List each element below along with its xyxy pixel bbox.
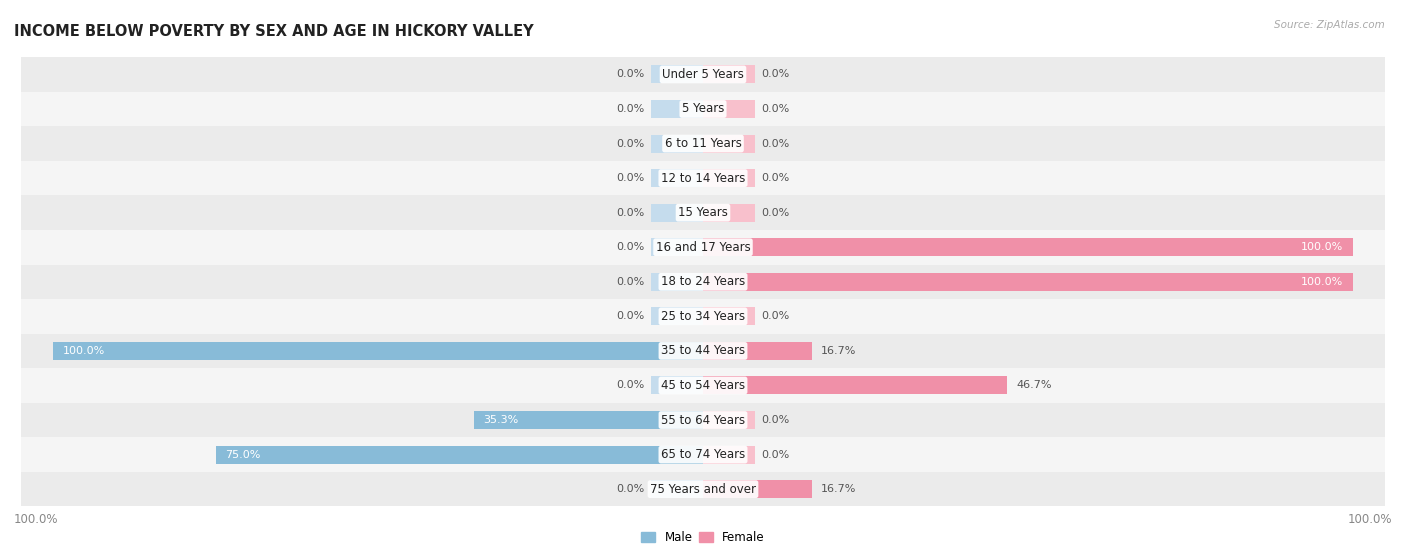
Text: 0.0%: 0.0% bbox=[616, 277, 644, 287]
Text: 0.0%: 0.0% bbox=[762, 69, 790, 79]
Text: 0.0%: 0.0% bbox=[762, 450, 790, 460]
Bar bbox=[474, 411, 703, 429]
Bar bbox=[651, 204, 703, 222]
Bar bbox=[21, 57, 1385, 92]
Bar bbox=[651, 134, 703, 152]
Bar bbox=[651, 273, 703, 291]
Bar bbox=[703, 446, 755, 464]
Bar bbox=[703, 480, 811, 498]
Bar bbox=[651, 480, 703, 498]
Text: 0.0%: 0.0% bbox=[762, 138, 790, 148]
Bar bbox=[703, 204, 755, 222]
Bar bbox=[21, 126, 1385, 161]
Text: 0.0%: 0.0% bbox=[762, 173, 790, 183]
Text: 16.7%: 16.7% bbox=[821, 484, 856, 494]
Bar bbox=[651, 238, 703, 256]
Text: 100.0%: 100.0% bbox=[14, 513, 59, 526]
Text: 75 Years and over: 75 Years and over bbox=[650, 483, 756, 496]
Bar bbox=[53, 342, 703, 360]
Text: 0.0%: 0.0% bbox=[616, 173, 644, 183]
Text: 35 to 44 Years: 35 to 44 Years bbox=[661, 344, 745, 358]
Bar bbox=[703, 307, 755, 325]
Text: 5 Years: 5 Years bbox=[682, 103, 724, 116]
Bar bbox=[703, 238, 1353, 256]
Text: 0.0%: 0.0% bbox=[616, 104, 644, 114]
Text: 15 Years: 15 Years bbox=[678, 206, 728, 219]
Bar bbox=[703, 169, 755, 187]
Bar bbox=[703, 342, 811, 360]
Bar bbox=[21, 437, 1385, 472]
Bar bbox=[21, 92, 1385, 126]
Bar bbox=[215, 446, 703, 464]
Text: 25 to 34 Years: 25 to 34 Years bbox=[661, 310, 745, 323]
Text: 0.0%: 0.0% bbox=[616, 484, 644, 494]
Bar bbox=[21, 299, 1385, 334]
Bar bbox=[703, 65, 755, 83]
Bar bbox=[21, 230, 1385, 264]
Bar bbox=[651, 169, 703, 187]
Bar bbox=[651, 100, 703, 118]
Text: 0.0%: 0.0% bbox=[616, 208, 644, 218]
Text: 0.0%: 0.0% bbox=[616, 381, 644, 391]
Bar bbox=[703, 273, 1353, 291]
Text: 0.0%: 0.0% bbox=[616, 242, 644, 252]
Text: 0.0%: 0.0% bbox=[616, 311, 644, 321]
Text: 16.7%: 16.7% bbox=[821, 346, 856, 356]
Text: 46.7%: 46.7% bbox=[1017, 381, 1052, 391]
Text: 16 and 17 Years: 16 and 17 Years bbox=[655, 240, 751, 254]
Bar bbox=[651, 377, 703, 395]
Bar bbox=[21, 334, 1385, 368]
Text: 75.0%: 75.0% bbox=[225, 450, 260, 460]
Text: 0.0%: 0.0% bbox=[616, 69, 644, 79]
Text: 6 to 11 Years: 6 to 11 Years bbox=[665, 137, 741, 150]
Legend: Male, Female: Male, Female bbox=[637, 527, 769, 549]
Text: 12 to 14 Years: 12 to 14 Years bbox=[661, 172, 745, 185]
Bar bbox=[21, 161, 1385, 195]
Bar bbox=[651, 307, 703, 325]
Bar bbox=[703, 377, 1007, 395]
Text: 55 to 64 Years: 55 to 64 Years bbox=[661, 413, 745, 426]
Text: 18 to 24 Years: 18 to 24 Years bbox=[661, 275, 745, 288]
Text: 100.0%: 100.0% bbox=[1347, 513, 1392, 526]
Bar bbox=[21, 368, 1385, 403]
Text: 0.0%: 0.0% bbox=[762, 104, 790, 114]
Text: 45 to 54 Years: 45 to 54 Years bbox=[661, 379, 745, 392]
Text: 0.0%: 0.0% bbox=[762, 311, 790, 321]
Bar bbox=[21, 403, 1385, 437]
Text: 35.3%: 35.3% bbox=[484, 415, 519, 425]
Bar bbox=[21, 195, 1385, 230]
Text: Under 5 Years: Under 5 Years bbox=[662, 68, 744, 81]
Bar bbox=[21, 472, 1385, 507]
Text: 100.0%: 100.0% bbox=[63, 346, 105, 356]
Bar bbox=[651, 65, 703, 83]
Text: 0.0%: 0.0% bbox=[762, 415, 790, 425]
Text: 0.0%: 0.0% bbox=[616, 138, 644, 148]
Text: 100.0%: 100.0% bbox=[1301, 277, 1343, 287]
Bar bbox=[21, 264, 1385, 299]
Text: 100.0%: 100.0% bbox=[1301, 242, 1343, 252]
Bar bbox=[703, 411, 755, 429]
Text: 65 to 74 Years: 65 to 74 Years bbox=[661, 448, 745, 461]
Bar bbox=[703, 100, 755, 118]
Text: 0.0%: 0.0% bbox=[762, 208, 790, 218]
Bar bbox=[703, 134, 755, 152]
Text: Source: ZipAtlas.com: Source: ZipAtlas.com bbox=[1274, 20, 1385, 30]
Text: INCOME BELOW POVERTY BY SEX AND AGE IN HICKORY VALLEY: INCOME BELOW POVERTY BY SEX AND AGE IN H… bbox=[14, 25, 534, 39]
